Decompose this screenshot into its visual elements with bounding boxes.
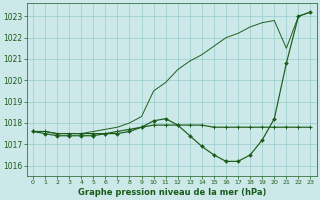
X-axis label: Graphe pression niveau de la mer (hPa): Graphe pression niveau de la mer (hPa) — [77, 188, 266, 197]
